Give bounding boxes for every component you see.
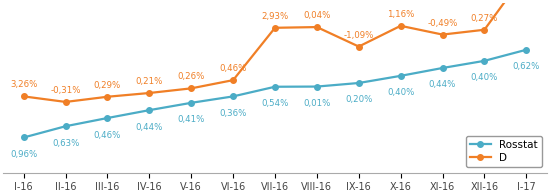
D: [104, 96, 111, 98]
Text: 0,54%: 0,54%: [261, 99, 289, 108]
D: [62, 101, 69, 103]
D: [355, 45, 362, 48]
Line: D: D: [21, 0, 529, 105]
Text: 0,01%: 0,01%: [303, 99, 331, 108]
Rosstat: [523, 49, 530, 51]
Text: 0,44%: 0,44%: [429, 81, 456, 90]
Text: 0,21%: 0,21%: [136, 77, 163, 86]
Text: 3,26%: 3,26%: [10, 81, 37, 90]
Text: 0,96%: 0,96%: [10, 150, 37, 159]
D: [439, 33, 446, 36]
Rosstat: [355, 82, 362, 84]
Text: 0,36%: 0,36%: [219, 109, 247, 118]
Rosstat: [146, 109, 153, 111]
Line: Rosstat: Rosstat: [21, 47, 529, 140]
Rosstat: [230, 95, 236, 98]
Text: -0,31%: -0,31%: [51, 86, 81, 95]
Rosstat: [481, 60, 488, 62]
Text: 0,62%: 0,62%: [513, 62, 540, 71]
D: [397, 25, 404, 27]
Text: 2,93%: 2,93%: [261, 12, 289, 21]
Rosstat: [272, 86, 278, 88]
Text: 1,16%: 1,16%: [387, 10, 414, 19]
Rosstat: [188, 102, 195, 104]
D: [146, 92, 153, 94]
Text: 3,21%: 3,21%: [0, 194, 1, 195]
Rosstat: [62, 125, 69, 127]
D: [230, 79, 236, 81]
Text: 0,29%: 0,29%: [94, 81, 121, 90]
Text: 0,44%: 0,44%: [136, 123, 163, 132]
Rosstat: [397, 75, 404, 77]
D: [272, 27, 278, 29]
Text: 0,41%: 0,41%: [178, 115, 205, 124]
Text: 0,04%: 0,04%: [303, 11, 331, 20]
D: [314, 26, 320, 28]
Legend: Rosstat, D: Rosstat, D: [466, 136, 542, 167]
Rosstat: [314, 85, 320, 88]
Text: 0,46%: 0,46%: [219, 64, 247, 73]
Rosstat: [104, 117, 111, 119]
Text: -1,09%: -1,09%: [344, 31, 374, 40]
Rosstat: [20, 136, 27, 139]
D: [481, 29, 488, 31]
Text: 0,46%: 0,46%: [94, 130, 121, 139]
Rosstat: [439, 67, 446, 69]
Text: 0,40%: 0,40%: [387, 88, 414, 97]
Text: -0,49%: -0,49%: [427, 19, 458, 28]
D: [188, 87, 195, 90]
Text: 0,20%: 0,20%: [345, 96, 372, 105]
Text: 0,26%: 0,26%: [178, 72, 205, 81]
Text: 0,63%: 0,63%: [52, 139, 79, 148]
Text: 0,40%: 0,40%: [471, 73, 498, 82]
Text: 0,27%: 0,27%: [471, 14, 498, 23]
D: [20, 95, 27, 98]
